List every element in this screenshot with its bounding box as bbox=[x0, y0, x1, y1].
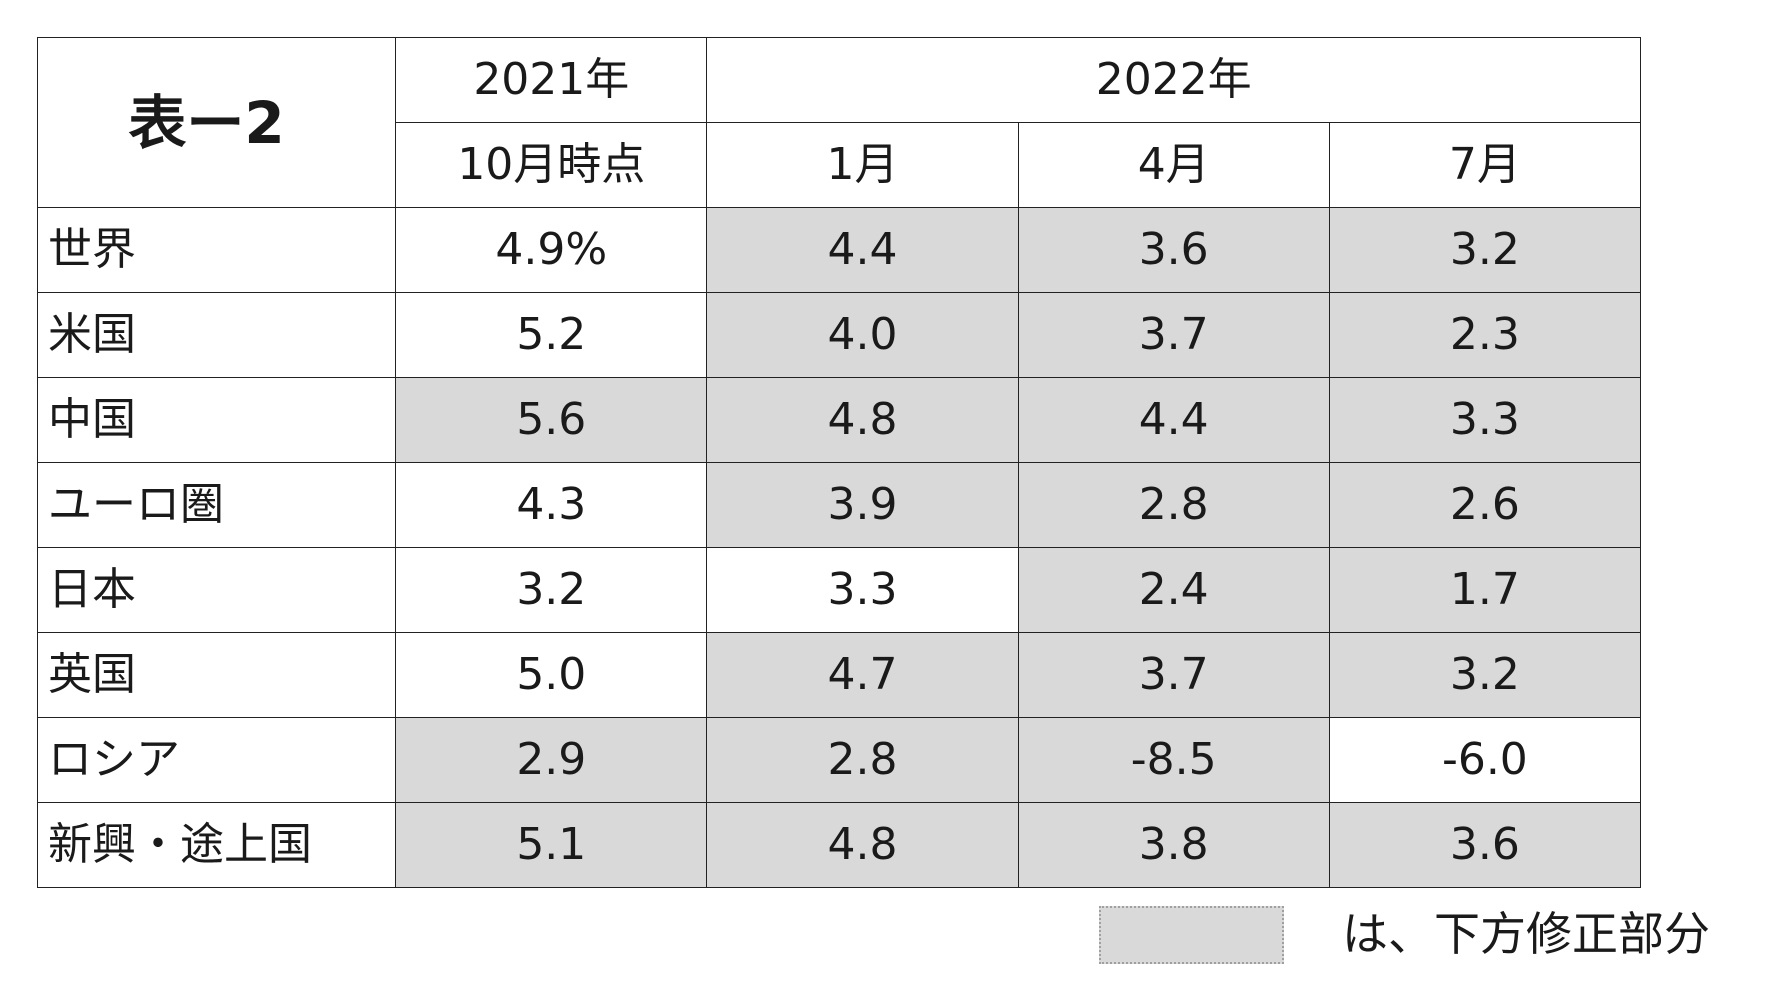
value-cell: -6.0 bbox=[1328, 717, 1642, 803]
table-row: ロシア 2.9 2.8 -8.5 -6.0 bbox=[36, 717, 1642, 803]
value-cell: 3.6 bbox=[1328, 802, 1642, 888]
row-label: 世界 bbox=[36, 207, 397, 293]
value-cell: 4.8 bbox=[706, 377, 1019, 463]
header-year-2022: 2022年 bbox=[706, 37, 1641, 123]
value-cell: 3.2 bbox=[1328, 207, 1642, 293]
table-row: ユーロ圏 4.3 3.9 2.8 2.6 bbox=[36, 462, 1642, 548]
table-row: 世界 4.9% 4.4 3.6 3.2 bbox=[36, 207, 1642, 293]
growth-forecast-table: 表ー2 2021年 2022年 10月時点 1月 4月 7月 世界 4.9% 4.4… bbox=[36, 37, 1642, 888]
header-jan: 1月 bbox=[706, 122, 1019, 208]
value-cell: 4.3 bbox=[395, 462, 708, 548]
table-row: 新興・途上国 5.1 4.8 3.8 3.6 bbox=[36, 802, 1642, 888]
value-cell: 2.6 bbox=[1328, 462, 1642, 548]
header-apr: 4月 bbox=[1017, 122, 1330, 208]
value-cell: 2.9 bbox=[395, 717, 708, 803]
row-label: 中国 bbox=[36, 377, 397, 463]
table-row: 日本 3.2 3.3 2.4 1.7 bbox=[36, 547, 1642, 633]
value-cell: 2.4 bbox=[1017, 547, 1330, 633]
row-label: 英国 bbox=[36, 632, 397, 718]
value-cell: 4.0 bbox=[706, 292, 1019, 378]
table-row: 英国 5.0 4.7 3.7 3.2 bbox=[36, 632, 1642, 718]
header-oct-2021: 10月時点 bbox=[395, 122, 708, 208]
table-row: 中国 5.6 4.8 4.4 3.3 bbox=[36, 377, 1642, 463]
value-cell: 4.4 bbox=[1017, 377, 1330, 463]
value-cell: 4.8 bbox=[706, 802, 1019, 888]
row-label: 日本 bbox=[36, 547, 397, 633]
value-cell: 5.0 bbox=[395, 632, 708, 718]
table-title: 表ー2 bbox=[36, 37, 397, 208]
value-cell: 2.8 bbox=[706, 717, 1019, 803]
table-row: 米国 5.2 4.0 3.7 2.3 bbox=[36, 292, 1642, 378]
value-cell: 3.3 bbox=[706, 547, 1019, 633]
header-row-years: 表ー2 2021年 2022年 bbox=[36, 37, 1641, 208]
value-cell: 3.6 bbox=[1017, 207, 1330, 293]
row-label: ロシア bbox=[36, 717, 397, 803]
row-label: 米国 bbox=[36, 292, 397, 378]
value-cell: 3.7 bbox=[1017, 292, 1330, 378]
value-cell: 1.7 bbox=[1328, 547, 1642, 633]
value-cell: 2.3 bbox=[1328, 292, 1642, 378]
value-cell: 5.1 bbox=[395, 802, 708, 888]
value-cell: 3.3 bbox=[1328, 377, 1642, 463]
value-cell: 2.8 bbox=[1017, 462, 1330, 548]
value-cell: 3.7 bbox=[1017, 632, 1330, 718]
value-cell: 3.2 bbox=[1328, 632, 1642, 718]
value-cell: 3.2 bbox=[395, 547, 708, 633]
value-cell: 4.7 bbox=[706, 632, 1019, 718]
legend-swatch bbox=[1099, 906, 1284, 964]
value-cell: 5.6 bbox=[395, 377, 708, 463]
value-cell: 3.9 bbox=[706, 462, 1019, 548]
table-container: 表ー2 2021年 2022年 10月時点 1月 4月 7月 世界 4.9% 4.4… bbox=[36, 37, 1642, 888]
row-label: 新興・途上国 bbox=[36, 802, 397, 888]
header-year-2021: 2021年 bbox=[395, 37, 708, 123]
legend-text: は、下方修正部分 bbox=[1342, 907, 1710, 961]
value-cell: 5.2 bbox=[395, 292, 708, 378]
value-cell: -8.5 bbox=[1017, 717, 1330, 803]
header-jul: 7月 bbox=[1328, 122, 1642, 208]
value-cell: 4.4 bbox=[706, 207, 1019, 293]
value-cell: 4.9% bbox=[395, 207, 708, 293]
value-cell: 3.8 bbox=[1017, 802, 1330, 888]
row-label: ユーロ圏 bbox=[36, 462, 397, 548]
